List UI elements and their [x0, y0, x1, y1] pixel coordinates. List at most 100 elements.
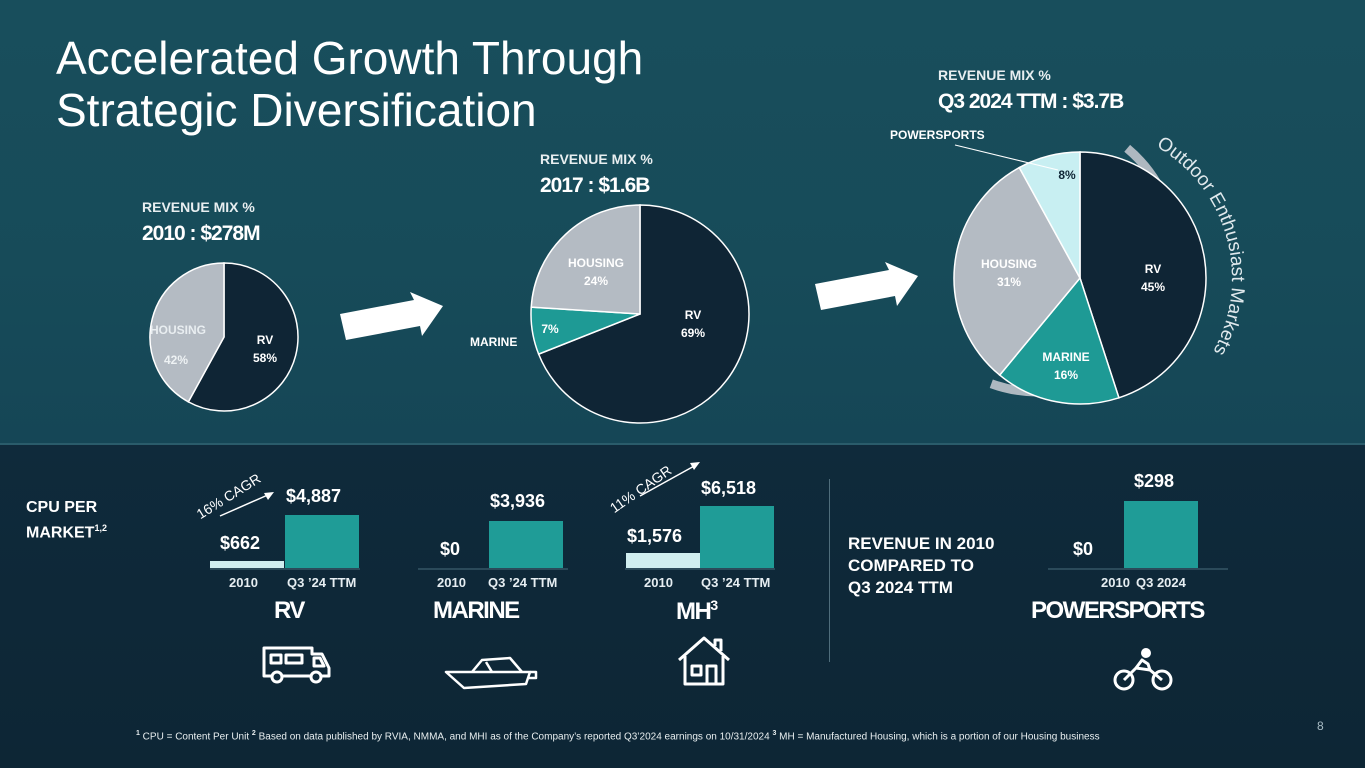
footnote-text-3: MH = Manufactured Housing, which is a po… — [776, 731, 1100, 743]
axis-mh — [625, 568, 775, 570]
arrow-right-icon — [815, 262, 918, 310]
title-line-2: Strategic Diversification — [56, 84, 537, 136]
slice-pct-housing-2010: 42% — [164, 353, 189, 367]
tick-marine-2010: 2010 — [437, 575, 466, 590]
slice-pct: 31% — [996, 275, 1022, 289]
tick-mh-2024: Q3 ’24 TTM — [701, 575, 771, 590]
slice-name: RV — [1144, 262, 1162, 276]
bar-mh-2024 — [700, 506, 774, 568]
slice-label-rv-2010: RV 58% — [247, 333, 283, 365]
value-rv-2010: $662 — [220, 533, 261, 553]
mix-value-2024: Q3 2024 TTM : $3.7B — [938, 90, 1124, 113]
cagr-arrow-mh-icon — [639, 462, 700, 497]
section-divider — [0, 443, 1365, 445]
page-title: Accelerated Growth Through Strategic Div… — [56, 32, 776, 136]
cpu-title-line-1: CPU PER — [26, 499, 98, 516]
rv-camper-icon — [262, 646, 331, 684]
slice-pct-marine-2017: 7% — [541, 322, 559, 336]
cagr-arrow-rv-icon — [219, 492, 274, 517]
footnote: 1 CPU = Content Per Unit 2 Based on data… — [136, 730, 1100, 742]
pie-chart-layer: Outdoor Enthusiast Markets — [149, 133, 1248, 424]
footnote-sup-3: 3 — [772, 730, 777, 737]
value-marine-2024: $3,936 — [490, 491, 546, 511]
cpu-title: CPU PER MARKET1,2 — [26, 498, 107, 543]
axis-powersports — [1048, 568, 1228, 570]
pie-slice-powersports — [1018, 151, 1081, 279]
house-icon — [678, 636, 730, 686]
vertical-separator — [829, 479, 830, 662]
revenue-compare-line-3: Q3 2024 TTM — [848, 578, 953, 597]
slice-pct: 24% — [583, 274, 609, 288]
slice-label-housing-2024: HOUSING 31% — [972, 257, 1046, 289]
market-mh-sup: 3 — [710, 597, 719, 613]
cpu-title-line-2: MARKET — [26, 524, 95, 542]
slice-name: HOUSING — [150, 323, 207, 337]
revenue-compare-label: REVENUE IN 2010 COMPARED TO Q3 2024 TTM — [848, 533, 994, 599]
market-mh: MH3 — [676, 597, 718, 626]
slice-label-marine-2024: MARINE 16% — [1030, 350, 1102, 382]
footnote-text-2: Based on data published by RVIA, NMMA, a… — [255, 731, 773, 743]
revenue-compare-line-1: REVENUE IN 2010 — [848, 534, 995, 553]
cpu-title-sup: 1,2 — [94, 523, 107, 533]
bottom-panel — [0, 444, 1365, 768]
slice-name: RV — [256, 333, 274, 347]
value-powersports-2010: $0 — [1073, 539, 1094, 559]
slice-name: RV — [684, 308, 702, 322]
value-mh-2024: $6,518 — [701, 478, 757, 498]
bar-mh-2010 — [626, 553, 700, 568]
slice-label-marine-2017: MARINE — [470, 335, 518, 349]
market-rv: RV — [274, 597, 305, 624]
tick-powersports-2010: 2010 — [1101, 575, 1130, 590]
footnote-sup-2: 2 — [251, 730, 256, 737]
mix-label-2017: REVENUE MIX % — [540, 151, 653, 167]
mix-value-2010: 2010 : $278M — [142, 222, 261, 245]
slice-pct: 45% — [1140, 280, 1166, 294]
slice-label-powersports-2024: POWERSPORTS — [890, 128, 985, 142]
motorcycle-icon — [1113, 648, 1173, 691]
market-powersports: POWERSPORTS — [1031, 597, 1205, 624]
tick-mh-2010: 2010 — [644, 575, 673, 590]
tick-powersports-2024: Q3 2024 — [1136, 575, 1186, 590]
tick-rv-2010: 2010 — [229, 575, 258, 590]
bar-rv-2010 — [210, 561, 284, 568]
pie-2024 — [953, 151, 1207, 405]
boat-icon — [444, 656, 538, 690]
arrow-right-icon — [340, 292, 443, 340]
tick-marine-2024: Q3 ’24 TTM — [488, 575, 558, 590]
slice-label-rv-2024: RV 45% — [1130, 262, 1176, 294]
bar-rv-2024 — [285, 515, 359, 568]
pie-2010 — [149, 262, 299, 412]
slice-name: MARINE — [1042, 350, 1090, 364]
slice-label-housing-2010: HOUSING — [150, 323, 226, 337]
mix-value-2017: 2017 : $1.6B — [540, 174, 650, 197]
tick-rv-2024: Q3 ’24 TTM — [287, 575, 357, 590]
slice-pct: 69% — [680, 326, 706, 340]
pie-slice-marine — [998, 276, 1120, 405]
market-marine: MARINE — [433, 597, 520, 624]
pie-slice-rv — [537, 204, 750, 424]
footnote-text-1: CPU = Content Per Unit — [139, 731, 252, 743]
slice-pct: 58% — [252, 351, 278, 365]
title-line-1: Accelerated Growth Through — [56, 32, 644, 84]
revenue-compare-line-2: COMPARED TO — [848, 556, 974, 575]
value-rv-2024: $4,887 — [286, 486, 342, 506]
slice-label-rv-2017: RV 69% — [670, 308, 716, 340]
value-powersports-2024: $298 — [1134, 471, 1175, 491]
powersports-leader-line — [954, 144, 1059, 171]
slice-label-housing-2017: HOUSING 24% — [560, 256, 632, 288]
mix-label-2010: REVENUE MIX % — [142, 199, 255, 215]
slice-name: HOUSING — [980, 257, 1037, 271]
slice-pct-powersports-2024: 8% — [1058, 168, 1076, 182]
axis-rv — [210, 568, 360, 570]
market-mh-label: MH — [676, 598, 712, 625]
pie-slice-rv — [187, 262, 299, 412]
slice-name: HOUSING — [567, 256, 624, 270]
slice-pct: 16% — [1053, 368, 1079, 382]
bar-powersports-2024 — [1124, 501, 1198, 568]
bar-marine-2024 — [489, 521, 563, 568]
page-number: 8 — [1317, 719, 1324, 733]
axis-marine — [418, 568, 568, 570]
footnote-sup-1: 1 — [136, 730, 140, 737]
mix-label-2024: REVENUE MIX % — [938, 67, 1051, 83]
pie-2017 — [530, 204, 750, 424]
